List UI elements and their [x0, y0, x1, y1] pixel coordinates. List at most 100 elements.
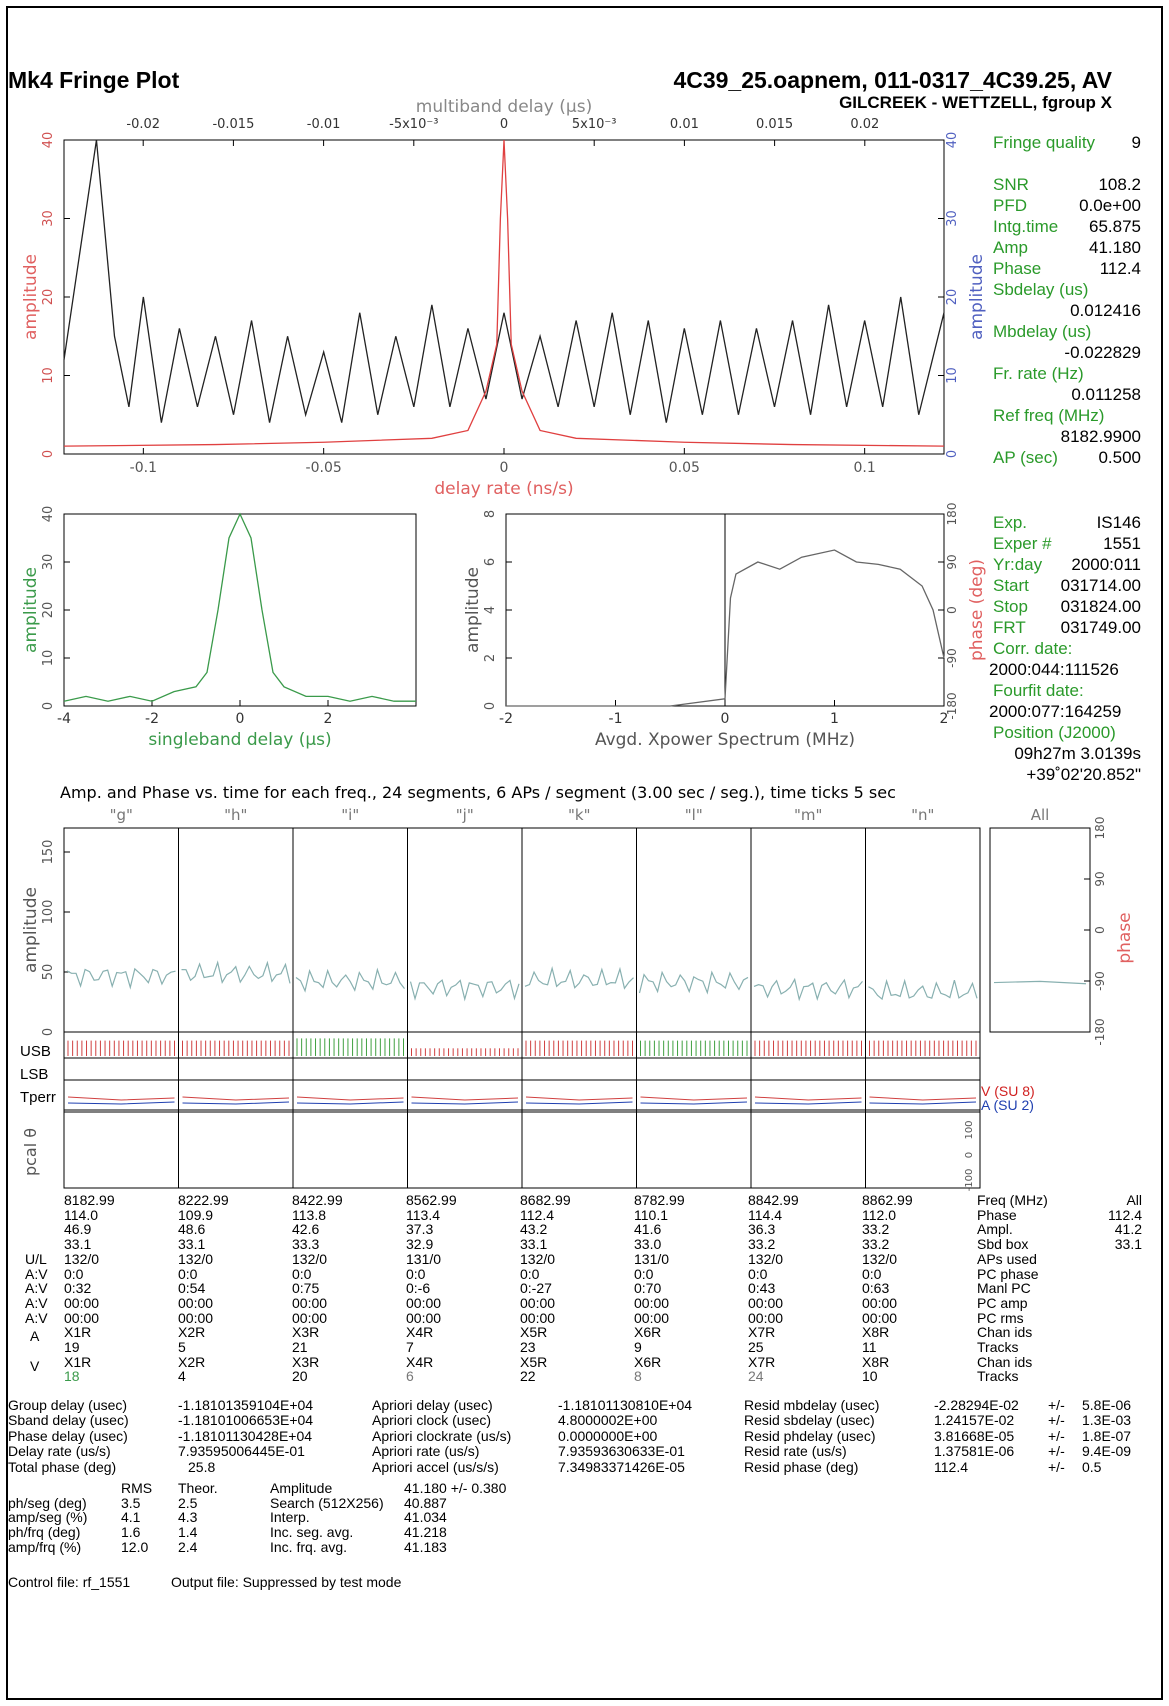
exp-row: Exp. IS146: [993, 512, 1141, 533]
tperr-v-trace: [754, 1096, 862, 1101]
x-tick-label: -2: [499, 711, 513, 727]
y-tick-label: 2: [483, 654, 498, 662]
resid-pm: +/-: [1048, 1427, 1065, 1444]
exp-panel: Exp. IS146 Exper # 1551 Yr:day 2000:011 Start 0…: [989, 512, 1141, 785]
right-label: PC phase: [977, 1265, 1039, 1282]
freq-cell: 18: [64, 1368, 80, 1385]
freq-cell: 20: [292, 1368, 308, 1385]
amp-label: Inc. seg. avg.: [270, 1524, 354, 1541]
freq-cell: 48.6: [178, 1221, 206, 1238]
dec-value: +39˚02'20.852": [1026, 765, 1141, 784]
freq-cell: 110.1: [634, 1206, 668, 1223]
freq-cell: 00:00: [178, 1309, 214, 1326]
stat-label: ph/frq (deg): [8, 1524, 81, 1541]
freq-cell: 0:0: [748, 1265, 768, 1282]
freq-cell: 0:-6: [406, 1280, 431, 1297]
lsb-label: LSB: [20, 1066, 49, 1083]
y-axis-label: amplitude: [463, 567, 483, 653]
resid-pm: +/-: [1048, 1397, 1065, 1413]
tperr-a-trace: [67, 1101, 175, 1105]
apriori-value: 7.34983371426E-05: [558, 1458, 685, 1475]
resid-label: Resid mbdelay (usec): [744, 1397, 880, 1413]
freq-cell: X5R: [520, 1324, 548, 1341]
summary-label: Phase: [993, 259, 1042, 278]
freq-cell: 5: [178, 1339, 186, 1355]
freq-cell: X4R: [406, 1353, 434, 1370]
amplitude-trace: [524, 965, 634, 990]
x2-axis-label: multiband delay (µs): [416, 97, 592, 117]
exp-row: Yr:day 2000:011: [993, 554, 1141, 575]
channel-label: "g": [110, 806, 133, 824]
stat-rms: 12.0: [121, 1538, 149, 1555]
y-tick-label: 10: [41, 650, 56, 667]
segment-title: Amp. and Phase vs. time for each freq., …: [60, 783, 896, 802]
exp-label: Start: [993, 576, 1029, 595]
tperr-v-trace: [296, 1096, 404, 1101]
exp-row: Start 031714.00: [993, 575, 1141, 596]
freq-cell: 113.4: [406, 1206, 440, 1223]
apriori-value: 0.0000000E+00: [558, 1427, 658, 1444]
ra-value: 09h27m 3.0139s: [1014, 744, 1141, 763]
freq-cell: 8222.99: [178, 1192, 229, 1208]
delay-label: Group delay (usec): [8, 1397, 128, 1413]
freq-cell: 33.1: [520, 1236, 548, 1253]
right-label: Tracks: [977, 1368, 1019, 1385]
resid-value: 3.81668E-05: [934, 1427, 1015, 1444]
x-axis-label: singleband delay (µs): [148, 730, 331, 750]
stat-rms: 3.5: [121, 1494, 141, 1511]
apriori-value: -1.18101130810E+04: [558, 1397, 693, 1413]
stat-label: ph/seg (deg): [8, 1494, 87, 1511]
y2-tick-label: -90: [945, 648, 959, 668]
freq-cell: 21: [292, 1339, 308, 1355]
freq-cell: X8R: [862, 1353, 890, 1370]
freq-cell: 22: [520, 1368, 536, 1385]
freq-cell: 32.9: [406, 1236, 434, 1253]
reffreq-value: 8182.9900: [1060, 427, 1141, 446]
x2-tick-label: 5x10⁻³: [572, 117, 617, 132]
y2-tick-label: 90: [1093, 871, 1107, 886]
x-tick-label: -0.1: [130, 460, 157, 476]
freq-cell: 8182.99: [64, 1192, 115, 1208]
amp-label: Amplitude: [270, 1480, 333, 1496]
y-tick-label: 0: [483, 702, 498, 710]
y2-tick-label: 30: [945, 210, 960, 227]
series-line: [63, 139, 945, 447]
delay-table: Group delay (usec) -1.18101359104E+04 Sban…: [8, 1398, 1158, 1478]
resid-pm: +/-: [1048, 1412, 1065, 1429]
fringe-quality-label: Fringe quality: [993, 133, 1096, 152]
channel-label: "h": [224, 806, 247, 824]
freq-cell: 0:-27: [520, 1280, 552, 1297]
y-axis-label: amplitude: [21, 254, 41, 340]
ap-value: 0.500: [1098, 448, 1141, 467]
tperr-a-trace: [411, 1101, 519, 1105]
freq-cell: 7: [406, 1339, 414, 1355]
resid-value: 1.37581E-06: [934, 1443, 1015, 1460]
freq-cell: 33.2: [748, 1236, 776, 1253]
channel-label: All: [1031, 806, 1050, 824]
resid-err: 1.3E-03: [1082, 1412, 1132, 1429]
freq-cell: 00:00: [292, 1294, 328, 1311]
delay-rate-chart: 0 0 10 10 20 20 30 30 40 40 -0.1 -0.05 0 0.05 0.1 -0.02…: [21, 97, 987, 499]
tperr-v-trace: [640, 1096, 748, 1101]
resid-pm: +/-: [1048, 1443, 1065, 1460]
resid-err: 0.5: [1082, 1458, 1102, 1475]
x-axis-label: delay rate (ns/s): [434, 479, 573, 499]
x-tick-label: -4: [57, 711, 71, 727]
corr-date-value: 2000:044:111526: [989, 660, 1119, 679]
amp-phase-time-chart: 0 50 100 150 -180 -90 0 90 180 amplitude phase "g" "…: [21, 806, 1135, 1191]
tperr-v-trace: [525, 1096, 633, 1101]
summary-row: PFD 0.0e+00: [993, 195, 1141, 216]
fringe-quality-value: 9: [1131, 133, 1141, 152]
x2-tick-label: -5x10⁻³: [389, 117, 438, 132]
summary-value: 65.875: [1089, 217, 1141, 236]
freq-cell: 00:00: [406, 1309, 442, 1326]
tperr-v-trace: [869, 1096, 977, 1101]
y2-axis-label: amplitude: [967, 254, 987, 340]
all-frame: [989, 827, 1091, 1033]
stat-rms: 4.1: [121, 1509, 141, 1526]
amp-value: 41.034: [404, 1509, 447, 1526]
freq-cell: 0:0: [520, 1265, 540, 1282]
stat-rms: 1.6: [121, 1524, 141, 1541]
freq-cell: 0:0: [292, 1265, 312, 1282]
